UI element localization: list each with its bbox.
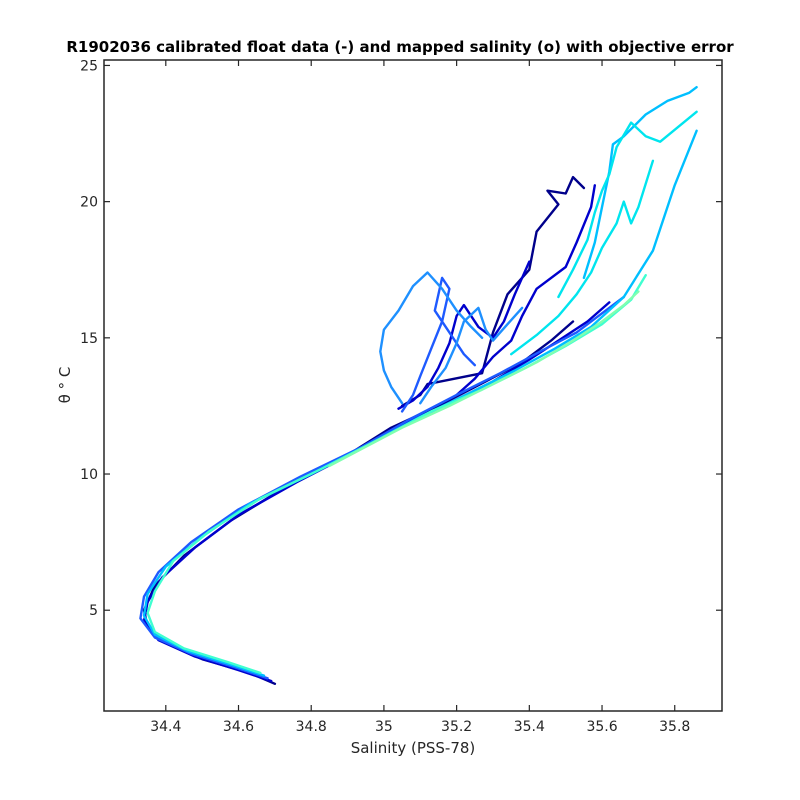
x-tick-label: 35.2 bbox=[441, 719, 472, 735]
y-axis-label: θ ° C bbox=[56, 367, 74, 404]
profile-line-12 bbox=[557, 110, 698, 299]
chart-title: R1902036 calibrated float data (-) and m… bbox=[66, 38, 734, 56]
x-tick-label: 34.6 bbox=[223, 719, 254, 735]
profile-line-13 bbox=[510, 159, 655, 356]
x-tick-label: 35.6 bbox=[586, 719, 617, 735]
profile-line-8 bbox=[379, 271, 484, 405]
x-tick-label: 34.8 bbox=[296, 719, 327, 735]
profile-line-2 bbox=[400, 175, 586, 408]
x-tick-label: 35.8 bbox=[659, 719, 690, 735]
profile-line-9 bbox=[419, 306, 524, 405]
series-layer bbox=[139, 85, 698, 685]
y-tick-label: 15 bbox=[80, 331, 98, 347]
x-axis-ticks: 34.4 34.6 34.8 35 35.2 35.4 35.6 35.8 bbox=[150, 60, 690, 735]
x-axis-label: Salinity (PSS-78) bbox=[351, 739, 476, 757]
y-tick-label: 25 bbox=[80, 58, 98, 74]
x-tick-label: 34.4 bbox=[150, 719, 181, 735]
profile-line-5 bbox=[397, 260, 531, 410]
profile-line-7 bbox=[400, 276, 476, 413]
x-tick-label: 35.4 bbox=[514, 719, 545, 735]
profile-line-11 bbox=[582, 85, 698, 280]
x-tick-label: 35 bbox=[375, 719, 393, 735]
profile-line-15 bbox=[328, 290, 640, 468]
y-axis-ticks: 5 10 15 20 25 bbox=[80, 58, 722, 619]
y-tick-label: 10 bbox=[80, 467, 98, 483]
plot-frame bbox=[103, 59, 723, 712]
profile-line-4 bbox=[455, 184, 596, 397]
y-tick-label: 20 bbox=[80, 195, 98, 211]
y-tick-label: 5 bbox=[89, 603, 98, 619]
